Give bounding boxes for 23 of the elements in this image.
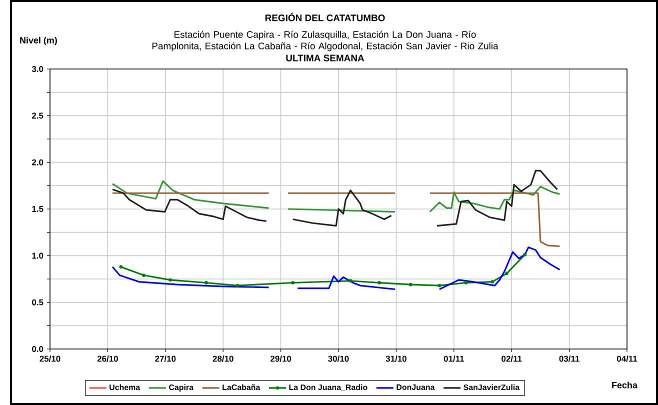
y-tick-label: 0.0 — [32, 346, 44, 352]
x-tick-label: 01/11 — [444, 356, 464, 362]
y-tick-label: 0.5 — [32, 299, 44, 306]
x-tick-label: 25/10 — [40, 356, 60, 362]
y-tick-label: 2.5 — [32, 112, 44, 119]
x-tick-label: 04/11 — [616, 356, 638, 362]
x-axis-title: Fecha — [612, 382, 638, 388]
x-tick-label: 29/10 — [270, 356, 292, 362]
y-tick-label: 1.0 — [32, 252, 44, 259]
x-tick-label: 26/10 — [97, 356, 118, 362]
y-tick-label: 1.5 — [32, 206, 44, 212]
x-tick-label: 02/11 — [502, 356, 522, 362]
x-tick-label: 27/10 — [155, 356, 176, 362]
y-tick-label: 3.0 — [32, 66, 44, 72]
text: ULTIMA SEMANA — [286, 54, 364, 62]
chart-subtitle: Estación Puente Capira - Río Zulasquilla, Estación La Don Juana - Río Pamplonita, Estación La Cabaña - Río Algodonal, Estación San Javier - Rio Zulia — [152, 30, 498, 52]
y-axis-title: Nivel (m) — [20, 36, 57, 46]
y-tick-label: 2.0 — [32, 159, 44, 166]
chart-title: REGIÓN DEL CATATUMBO — [265, 12, 385, 22]
x-tick-label: 30/10 — [328, 356, 349, 362]
x-tick-label: 28/10 — [212, 356, 234, 362]
x-tick-label: 31/10 — [386, 356, 406, 362]
x-tick-label: 03/11 — [559, 356, 580, 362]
